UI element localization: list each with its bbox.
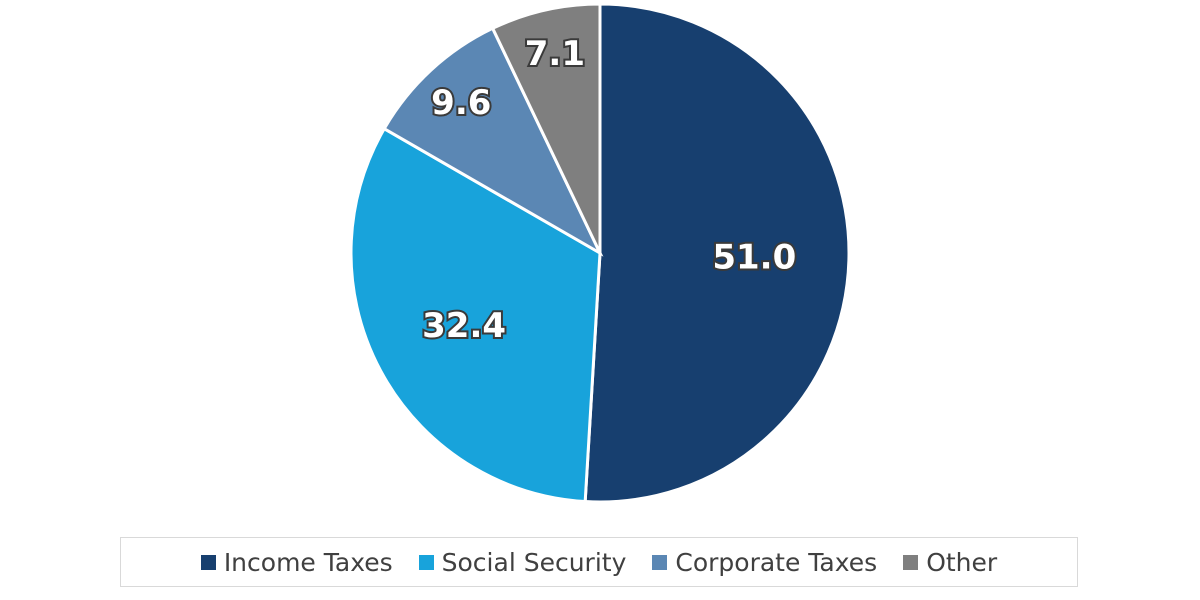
data-label-income-taxes: 51.0	[712, 238, 796, 278]
legend-item-other: Other	[903, 548, 997, 577]
pie-slice-other	[490, 2, 602, 254]
pie-slice-income-taxes	[583, 2, 851, 504]
legend-swatch	[200, 554, 216, 570]
data-label-social-security: 32.4	[422, 306, 506, 346]
data-label-corporate-taxes: 9.6	[431, 83, 491, 123]
pie-slice-corporate-taxes	[382, 26, 604, 257]
legend-swatch	[903, 554, 919, 570]
legend-item-corporate-taxes: Corporate Taxes	[652, 548, 877, 577]
legend-item-social-security: Social Security	[418, 547, 627, 577]
pie-slice-social-security	[349, 126, 602, 504]
legend-swatch	[418, 554, 434, 570]
legend-label: Other	[926, 547, 998, 577]
legend: Income Taxes Social Security Corporate T…	[120, 537, 1078, 587]
legend-item-income-taxes: Income Taxes	[200, 547, 393, 577]
legend-label: Social Security	[441, 547, 627, 577]
legend-swatch	[652, 554, 668, 570]
data-label-other: 7.1	[525, 34, 585, 74]
legend-label: Corporate Taxes	[675, 547, 878, 577]
legend-label: Income Taxes	[223, 547, 393, 577]
